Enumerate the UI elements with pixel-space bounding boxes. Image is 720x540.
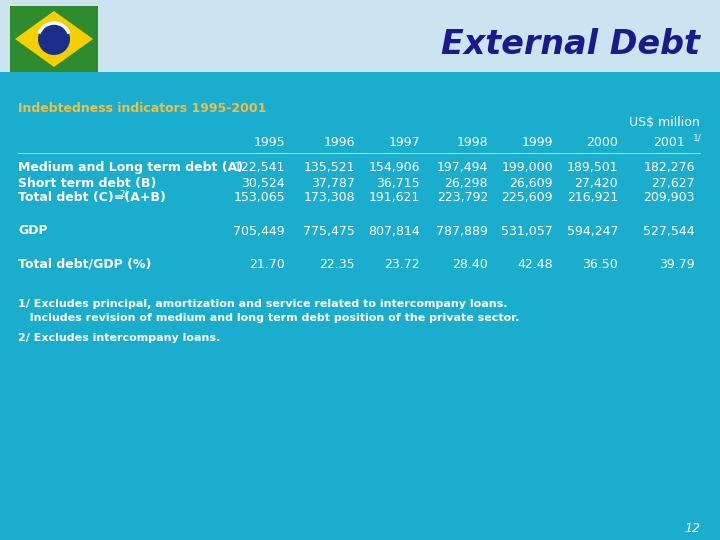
Text: 154,906: 154,906: [369, 161, 420, 174]
Text: 135,521: 135,521: [304, 161, 355, 174]
Text: 1/: 1/: [693, 133, 702, 143]
Text: 1/ Excludes principal, amortization and service related to intercompany loans.: 1/ Excludes principal, amortization and …: [18, 299, 508, 309]
Text: 2/: 2/: [119, 190, 127, 199]
Text: 36.50: 36.50: [582, 258, 618, 271]
Text: 30,524: 30,524: [241, 177, 285, 190]
Text: 26,609: 26,609: [510, 177, 553, 190]
Text: Short term debt (B): Short term debt (B): [18, 177, 156, 190]
Text: 189,501: 189,501: [567, 161, 618, 174]
Text: 36,715: 36,715: [377, 177, 420, 190]
Bar: [10, 6, 98, 72]
Text: 807,814: 807,814: [368, 225, 420, 238]
Text: 39.79: 39.79: [660, 258, 695, 271]
Text: 23.72: 23.72: [384, 258, 420, 271]
Text: 787,889: 787,889: [436, 225, 488, 238]
Text: 197,494: 197,494: [436, 161, 488, 174]
Text: Total debt/GDP (%): Total debt/GDP (%): [18, 258, 151, 271]
Text: Medium and Long term debt (A): Medium and Long term debt (A): [18, 161, 243, 174]
Text: 28.40: 28.40: [452, 258, 488, 271]
Text: 1996: 1996: [323, 137, 355, 150]
Text: 173,308: 173,308: [303, 192, 355, 205]
Text: US$ million: US$ million: [629, 116, 700, 129]
Text: GDP: GDP: [18, 225, 48, 238]
Text: 2000: 2000: [586, 137, 618, 150]
Text: 705,449: 705,449: [233, 225, 285, 238]
Text: 225,609: 225,609: [502, 192, 553, 205]
Text: 22.35: 22.35: [320, 258, 355, 271]
Text: 775,475: 775,475: [303, 225, 355, 238]
Text: 199,000: 199,000: [501, 161, 553, 174]
Text: 153,065: 153,065: [233, 192, 285, 205]
Text: 12: 12: [684, 522, 700, 535]
Text: 209,903: 209,903: [644, 192, 695, 205]
Text: 2/ Excludes intercompany loans.: 2/ Excludes intercompany loans.: [18, 333, 220, 343]
Text: 1997: 1997: [388, 137, 420, 150]
Text: 594,247: 594,247: [567, 225, 618, 238]
Text: 1998: 1998: [456, 137, 488, 150]
Text: 42.48: 42.48: [518, 258, 553, 271]
Text: 1995: 1995: [253, 137, 285, 150]
Text: 2001: 2001: [653, 137, 685, 150]
Text: 527,544: 527,544: [644, 225, 695, 238]
Text: 182,276: 182,276: [644, 161, 695, 174]
Text: 216,921: 216,921: [567, 192, 618, 205]
Bar: [0, 72, 720, 84]
Polygon shape: [15, 11, 93, 67]
Text: Includes revision of medium and long term debt position of the private sector.: Includes revision of medium and long ter…: [18, 313, 519, 323]
Text: 122,541: 122,541: [233, 161, 285, 174]
Text: External Debt: External Debt: [441, 28, 700, 60]
Circle shape: [38, 23, 70, 55]
Text: 1999: 1999: [521, 137, 553, 150]
Text: 27,627: 27,627: [652, 177, 695, 190]
Text: 21.70: 21.70: [249, 258, 285, 271]
Text: Indebtedness indicators 1995-2001: Indebtedness indicators 1995-2001: [18, 102, 266, 114]
Text: Total debt (C)=(A+B): Total debt (C)=(A+B): [18, 192, 166, 205]
Text: 27,420: 27,420: [575, 177, 618, 190]
Bar: [0, 0, 720, 82]
Text: 37,787: 37,787: [311, 177, 355, 190]
Text: 531,057: 531,057: [501, 225, 553, 238]
Text: 26,298: 26,298: [444, 177, 488, 190]
Text: 223,792: 223,792: [436, 192, 488, 205]
Text: 191,621: 191,621: [369, 192, 420, 205]
